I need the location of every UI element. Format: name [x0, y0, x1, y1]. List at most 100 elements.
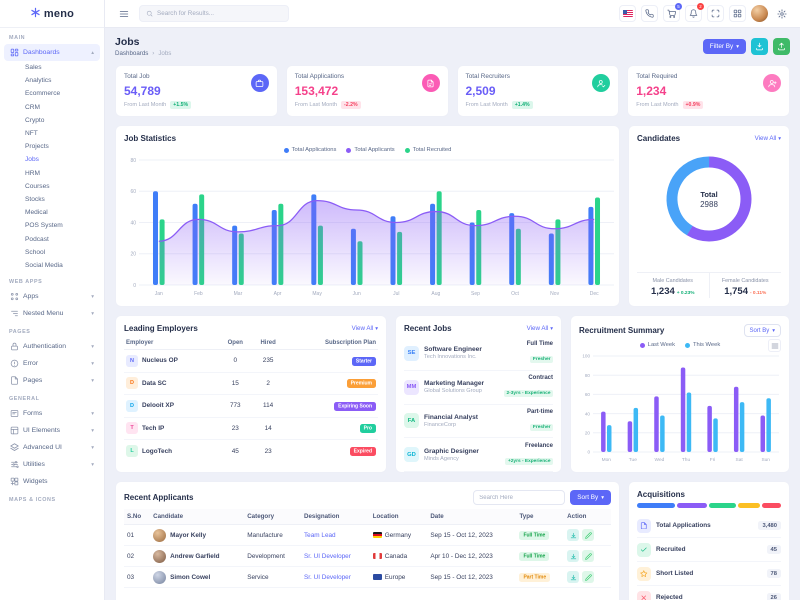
- sidebar-subitem-medical[interactable]: Medical: [25, 209, 48, 217]
- sidebar-subitem-sales[interactable]: Sales: [25, 64, 42, 72]
- settings-gear-icon[interactable]: [773, 5, 790, 22]
- sidebar-subitem-pos-system[interactable]: POS System: [25, 222, 63, 230]
- location-cell: Germany: [372, 532, 425, 539]
- svg-text:Jan: Jan: [155, 291, 163, 297]
- sidebar-subitem-podcast[interactable]: Podcast: [25, 235, 49, 243]
- sidebar-subitem-nft[interactable]: NFT: [25, 130, 38, 138]
- sidebar-subitem-crypto[interactable]: Crypto: [25, 116, 45, 124]
- sidebar-subitem-jobs[interactable]: Jobs: [25, 156, 39, 164]
- sidebar-item-apps[interactable]: Apps ▾: [4, 288, 100, 305]
- employer-row-nucleus-op[interactable]: N Nucleus OP 0 235 Starter: [124, 349, 378, 373]
- fullscreen-icon[interactable]: [707, 5, 724, 22]
- employer-row-delooit-xp[interactable]: D Delooit XP 773 114 Expiring Soon: [124, 394, 378, 418]
- company-logo: N: [126, 354, 138, 367]
- applicants-col-type: Type: [516, 509, 565, 525]
- sidebar-subitem-projects[interactable]: Projects: [25, 143, 49, 151]
- export-button[interactable]: [773, 38, 790, 55]
- acquisition-label: Total Applications: [656, 522, 711, 529]
- acquisition-value: 45: [766, 545, 781, 554]
- acquisition-item-rejected[interactable]: Rejected 26: [637, 586, 781, 600]
- sidebar-subitem-hrm[interactable]: HRM: [25, 169, 41, 177]
- employer-row-tech-ip[interactable]: T Tech IP 23 14 Pro: [124, 417, 378, 440]
- job-list-item-software-engineer[interactable]: SE Software Engineer Tech Innovations Inc.…: [404, 337, 553, 371]
- sidebar-item-pages[interactable]: Pages ▾: [4, 372, 100, 389]
- menu-toggle-icon[interactable]: [115, 5, 132, 22]
- applicant-row-mayor-kelly[interactable]: 01 Mayor Kelly Manufacture Team Lead Germany…: [124, 524, 611, 546]
- download-action-button[interactable]: [567, 550, 580, 562]
- acquisition-item-short-listed[interactable]: Short Listed 78: [637, 562, 781, 586]
- sidebar-item-error[interactable]: Error ▾: [4, 355, 100, 372]
- applicant-row-andrew-garfield[interactable]: 02 Andrew Garfield Development Sr. UI Devel…: [124, 545, 611, 567]
- notifications-icon[interactable]: 2: [685, 3, 704, 22]
- applicants-sort-button[interactable]: Sort By ▾: [570, 490, 611, 505]
- sidebar-item-utilities[interactable]: Utilities ▾: [4, 456, 100, 473]
- user-avatar[interactable]: [751, 5, 768, 22]
- job-list-item-hr-manager[interactable]: HMHR ManagerPinoy TechFull Time4-3yrs - …: [404, 472, 553, 473]
- sidebar-subitem-courses[interactable]: Courses: [25, 182, 50, 190]
- country-flag-icon[interactable]: [619, 5, 636, 22]
- applicant-category: Development: [244, 545, 301, 567]
- cart-icon[interactable]: 5: [663, 3, 682, 22]
- employer-open: 0: [218, 349, 252, 373]
- search-input[interactable]: [157, 10, 282, 17]
- sidebar-subitem-school[interactable]: School: [25, 248, 46, 256]
- filter-by-button[interactable]: Filter By ▾: [702, 39, 746, 54]
- global-search[interactable]: [139, 5, 289, 22]
- apps-grid-icon[interactable]: [729, 5, 746, 22]
- download-button[interactable]: [751, 38, 768, 55]
- sidebar-subitem-stocks[interactable]: Stocks: [25, 195, 45, 203]
- sidebar-item-advanced-ui[interactable]: Advanced UI ▾: [4, 439, 100, 456]
- svg-text:Total: Total: [700, 190, 717, 199]
- job-list-item-graphic-designer[interactable]: GD Graphic Designer Minds Agency Freelance +…: [404, 438, 553, 472]
- download-action-button[interactable]: [567, 571, 580, 583]
- candidate-avatar: [153, 528, 167, 542]
- sidebar-subitem-social-media[interactable]: Social Media: [25, 261, 63, 269]
- download-action-button[interactable]: [567, 529, 580, 541]
- sidebar-item-forms[interactable]: Forms ▾: [4, 405, 100, 422]
- stat-card-total-job: Total Job 54,789 From Last Month +1.5%: [115, 65, 278, 117]
- svg-text:100: 100: [582, 354, 590, 359]
- sidebar-item-dashboards[interactable]: Dashboards ▴: [4, 44, 100, 61]
- breadcrumb: Dashboards › Jobs: [115, 50, 171, 57]
- edit-action-button[interactable]: [582, 550, 595, 562]
- required-icon: [763, 74, 781, 92]
- sidebar-item-nested-menu[interactable]: Nested Menu ▾: [4, 305, 100, 322]
- sidebar-subitem-crm[interactable]: CRM: [25, 103, 41, 111]
- stat-value: 54,789: [124, 83, 161, 98]
- applicants-search-input[interactable]: [473, 490, 566, 505]
- job-list-item-financial-analyst[interactable]: FA Financial Analyst FinanceCorp Part-time F…: [404, 405, 553, 439]
- widgets-icon: [10, 477, 19, 486]
- designation-link[interactable]: Sr. UI Developer: [300, 545, 370, 567]
- employer-row-logotech[interactable]: L LogoTech 45 23 Expired: [124, 440, 378, 463]
- svg-text:0: 0: [133, 283, 136, 289]
- candidate-cell: Andrew Garfield: [153, 549, 241, 563]
- sidebar-subitem-ecommerce[interactable]: Ecommerce: [25, 90, 61, 98]
- phone-icon[interactable]: [641, 5, 658, 22]
- sidebar-item-ui-elements[interactable]: UI Elements ▾: [4, 422, 100, 439]
- edit-action-button[interactable]: [582, 571, 595, 583]
- candidates-stat-label: Male Candidates: [652, 278, 693, 284]
- recent-jobs-card: Recent Jobs View All ▾ SE Software Enginee…: [395, 315, 562, 473]
- edit-action-button[interactable]: [582, 529, 595, 541]
- candidate-name: Andrew Garfield: [170, 552, 220, 560]
- sidebar-item-widgets[interactable]: Widgets: [4, 473, 100, 490]
- job-list-item-marketing-manager[interactable]: MM Marketing Manager Global Solutions Grou…: [404, 371, 553, 405]
- location-name: Europe: [384, 573, 406, 581]
- breadcrumb-parent[interactable]: Dashboards: [115, 50, 149, 57]
- flag-image: [622, 10, 633, 17]
- sidebar-subitem-analytics[interactable]: Analytics: [25, 77, 52, 85]
- chart-menu-icon[interactable]: [768, 339, 781, 352]
- designation-link[interactable]: Sr. UI Developer: [300, 566, 370, 588]
- acquisition-item-total-applications[interactable]: Total Applications 3,480: [637, 514, 781, 538]
- recent-jobs-view-all[interactable]: View All ▾: [526, 325, 553, 332]
- employers-view-all[interactable]: View All ▾: [351, 325, 378, 332]
- applicant-row-simon-cowel[interactable]: 03 Simon Cowel Service Sr. UI Developer Euro…: [124, 566, 611, 588]
- designation-link[interactable]: Team Lead: [300, 524, 370, 546]
- recruitment-sort-button[interactable]: Sort By ▾: [743, 324, 781, 337]
- candidates-view-all[interactable]: View All ▾: [754, 135, 781, 142]
- brand-logo[interactable]: meno: [0, 0, 104, 28]
- employer-row-data-sc[interactable]: D Data SC 15 2 Premium: [124, 372, 378, 395]
- acquisition-item-recruited[interactable]: Recruited 45: [637, 538, 781, 562]
- sidebar-item-authentication[interactable]: Authentication ▾: [4, 338, 100, 355]
